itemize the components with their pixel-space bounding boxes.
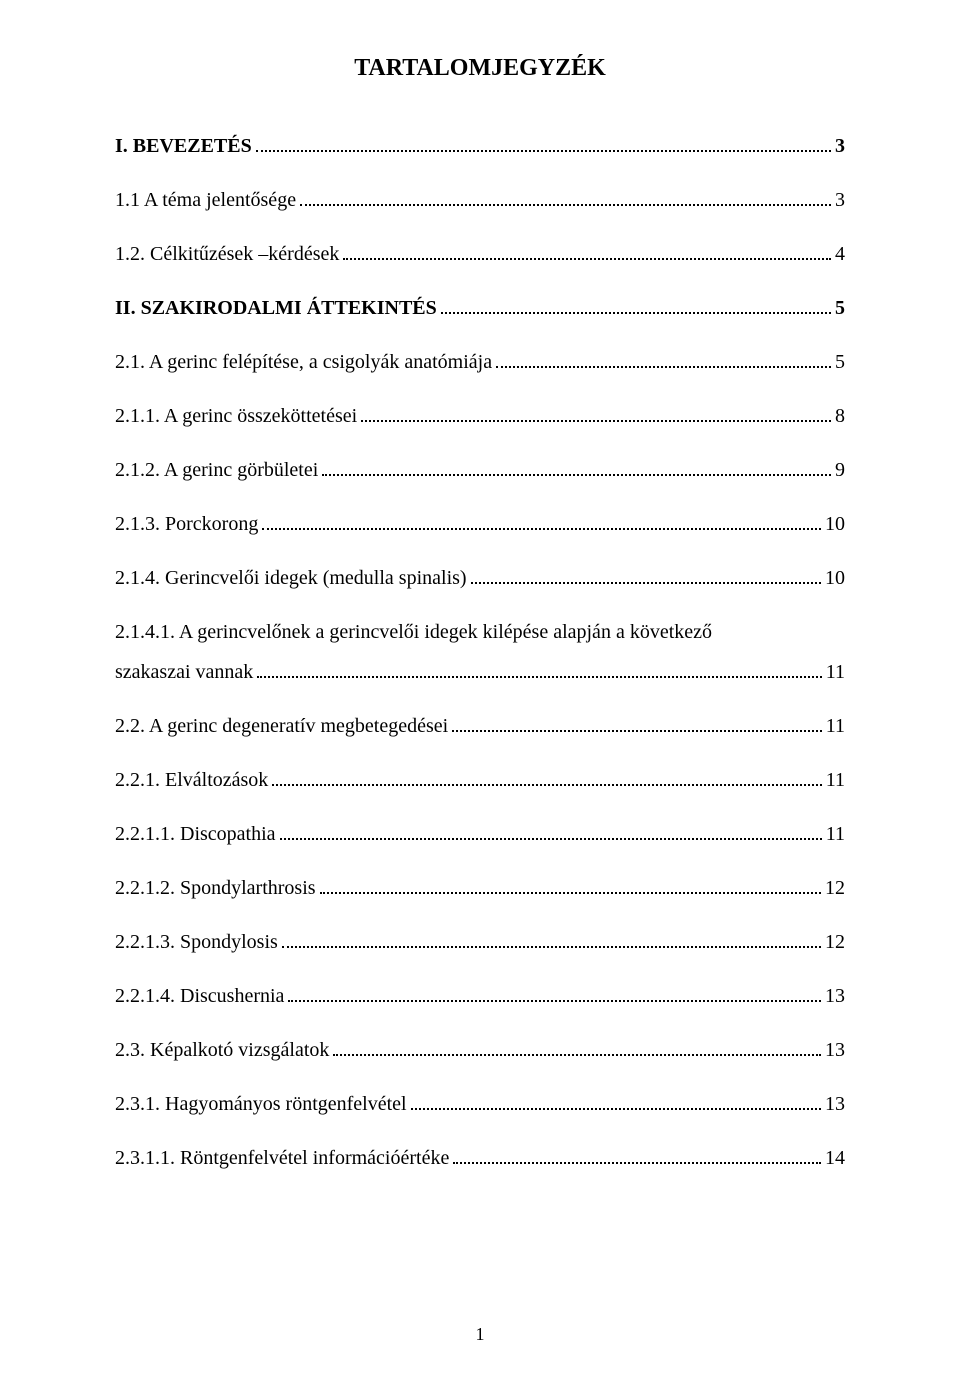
toc-page-number: 13 <box>825 982 845 1010</box>
toc-entry: 2.1.4. Gerincvelői idegek (medulla spina… <box>115 564 845 592</box>
toc-label-line1: 2.1.4.1. A gerincvelőnek a gerincvelői i… <box>115 618 845 646</box>
toc-page-number: 12 <box>825 928 845 956</box>
toc-page-number: 8 <box>835 402 845 430</box>
toc-label: 2.2. A gerinc degeneratív megbetegedései <box>115 712 448 740</box>
toc-entry: 2.1.2. A gerinc görbületei 9 <box>115 456 845 484</box>
toc-label: 2.3. Képalkotó vizsgálatok <box>115 1036 329 1064</box>
toc-label: 2.3.1.1. Röntgenfelvétel információérték… <box>115 1144 449 1172</box>
toc-label: 2.2.1. Elváltozások <box>115 766 268 794</box>
toc-label: 2.1.1. A gerinc összeköttetései <box>115 402 357 430</box>
toc-leader <box>453 1144 821 1164</box>
toc-leader <box>322 456 831 476</box>
toc-entry: I. BEVEZETÉS 3 <box>115 132 845 160</box>
page-title: TARTALOMJEGYZÉK <box>115 55 845 82</box>
toc-page-number: 5 <box>835 348 845 376</box>
toc-page-number: 4 <box>835 240 845 268</box>
toc-leader <box>282 928 821 948</box>
toc-entry: 2.2. A gerinc degeneratív megbetegedései… <box>115 712 845 740</box>
toc-page-number: 11 <box>826 820 845 848</box>
toc-page-number: 3 <box>835 186 845 214</box>
toc-entry: 2.3.1.1. Röntgenfelvétel információérték… <box>115 1144 845 1172</box>
toc-entry: 2.2.1.4. Discushernia 13 <box>115 982 845 1010</box>
toc-page-number: 13 <box>825 1090 845 1118</box>
toc-entry: 2.2.1.1. Discopathia 11 <box>115 820 845 848</box>
toc-label: 2.1. A gerinc felépítése, a csigolyák an… <box>115 348 492 376</box>
toc-page-number: 14 <box>825 1144 845 1172</box>
toc-entry: 2.2.1. Elváltozások 11 <box>115 766 845 794</box>
toc-label: 1.2. Célkitűzések –kérdések <box>115 240 339 268</box>
toc-label: I. BEVEZETÉS <box>115 132 252 160</box>
toc-label: 2.2.1.3. Spondylosis <box>115 928 278 956</box>
toc-entry: 2.1.4.1. A gerincvelőnek a gerincvelői i… <box>115 618 845 686</box>
toc-leader <box>300 186 831 206</box>
toc-page-number: 13 <box>825 1036 845 1064</box>
toc-page-number: 10 <box>825 564 845 592</box>
toc-label: 2.3.1. Hagyományos röntgenfelvétel <box>115 1090 407 1118</box>
toc-entry: 2.3. Képalkotó vizsgálatok 13 <box>115 1036 845 1064</box>
toc-body: I. BEVEZETÉS 3 1.1 A téma jelentősége 3 1.2.… <box>115 132 845 1172</box>
toc-entry: 2.3.1. Hagyományos röntgenfelvétel 13 <box>115 1090 845 1118</box>
toc-leader <box>471 564 821 584</box>
toc-entry: 1.1 A téma jelentősége 3 <box>115 186 845 214</box>
toc-label: 2.1.3. Porckorong <box>115 510 258 538</box>
toc-page-number: 11 <box>826 766 845 794</box>
toc-leader <box>272 766 821 786</box>
toc-leader <box>361 402 831 422</box>
toc-leader <box>441 294 831 314</box>
toc-leader <box>343 240 831 260</box>
toc-leader <box>320 874 821 894</box>
toc-leader <box>262 510 821 530</box>
toc-leader <box>333 1036 821 1056</box>
toc-page-number: 11 <box>826 658 845 686</box>
toc-page-number: 11 <box>826 712 845 740</box>
toc-label: 2.2.1.1. Discopathia <box>115 820 276 848</box>
toc-leader <box>496 348 831 368</box>
toc-leader <box>256 132 831 152</box>
toc-leader <box>452 712 822 732</box>
toc-leader <box>288 982 821 1002</box>
toc-entry: 2.1.1. A gerinc összeköttetései 8 <box>115 402 845 430</box>
toc-entry: 1.2. Célkitűzések –kérdések 4 <box>115 240 845 268</box>
page-number: 1 <box>0 1324 960 1345</box>
toc-label: 2.2.1.4. Discushernia <box>115 982 284 1010</box>
toc-label: 2.1.2. A gerinc görbületei <box>115 456 318 484</box>
toc-page-number: 12 <box>825 874 845 902</box>
toc-leader <box>280 820 822 840</box>
toc-entry: 2.2.1.3. Spondylosis 12 <box>115 928 845 956</box>
toc-leader <box>411 1090 821 1110</box>
toc-label: 1.1 A téma jelentősége <box>115 186 296 214</box>
toc-entry: II. SZAKIRODALMI ÁTTEKINTÉS 5 <box>115 294 845 322</box>
toc-leader <box>257 658 821 678</box>
toc-page-number: 9 <box>835 456 845 484</box>
toc-entry: 2.2.1.2. Spondylarthrosis 12 <box>115 874 845 902</box>
toc-page-number: 5 <box>835 294 845 322</box>
toc-label: II. SZAKIRODALMI ÁTTEKINTÉS <box>115 294 437 322</box>
toc-label: 2.2.1.2. Spondylarthrosis <box>115 874 316 902</box>
toc-page-number: 3 <box>835 132 845 160</box>
toc-entry-line2: szakaszai vannak 11 <box>115 658 845 686</box>
toc-label: szakaszai vannak <box>115 658 253 686</box>
toc-entry: 2.1. A gerinc felépítése, a csigolyák an… <box>115 348 845 376</box>
toc-page-number: 10 <box>825 510 845 538</box>
toc-label: 2.1.4. Gerincvelői idegek (medulla spina… <box>115 564 467 592</box>
page-container: TARTALOMJEGYZÉK I. BEVEZETÉS31.1 A téma … <box>0 0 960 1385</box>
toc-entry: 2.1.3. Porckorong 10 <box>115 510 845 538</box>
